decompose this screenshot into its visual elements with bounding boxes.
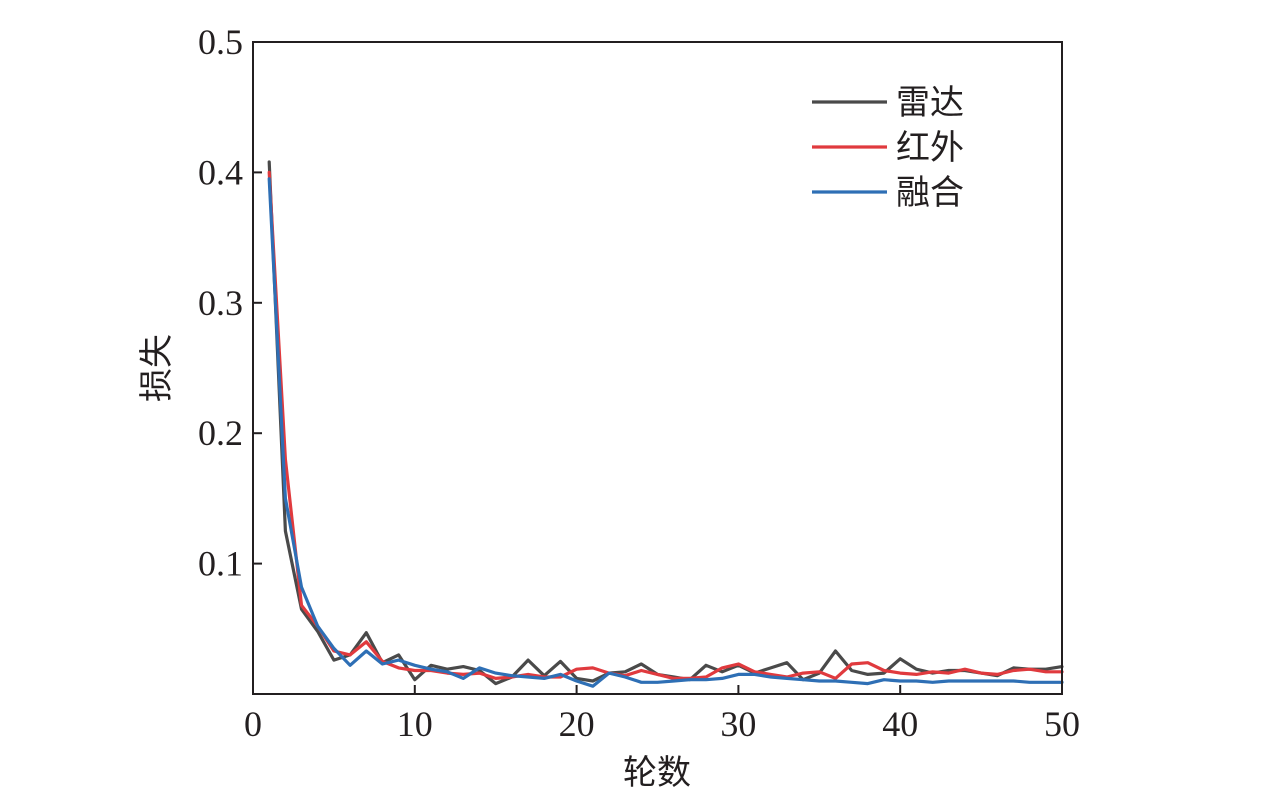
series-line-1 xyxy=(267,160,1064,686)
plot-lines xyxy=(267,160,1064,688)
x-tick-label: 30 xyxy=(720,704,756,744)
plot-frame xyxy=(252,41,1063,695)
x-axis-label: 轮数 xyxy=(623,753,691,793)
legend-label: 红外 xyxy=(896,128,964,168)
x-axis: 0 10 20 30 40 50 xyxy=(244,685,1080,744)
y-axis-label: 损失 xyxy=(137,334,177,402)
legend-label: 融合 xyxy=(896,173,964,213)
series-line-2 xyxy=(267,170,1064,681)
y-axis: 0.1 0.2 0.3 0.4 0.5 xyxy=(198,22,262,584)
y-tick-label: 0.2 xyxy=(198,413,243,453)
x-tick-label: 40 xyxy=(882,704,918,744)
x-tick-label: 10 xyxy=(397,704,433,744)
y-tick-label: 0.5 xyxy=(198,22,243,62)
x-tick-label: 0 xyxy=(244,704,262,744)
x-tick-label: 50 xyxy=(1044,704,1080,744)
series-line-3 xyxy=(267,177,1064,688)
legend-label: 雷达 xyxy=(896,83,964,123)
y-tick-label: 0.3 xyxy=(198,283,243,323)
x-tick-label: 20 xyxy=(559,704,595,744)
y-tick-label: 0.4 xyxy=(198,152,243,192)
y-tick-label: 0.1 xyxy=(198,544,243,584)
